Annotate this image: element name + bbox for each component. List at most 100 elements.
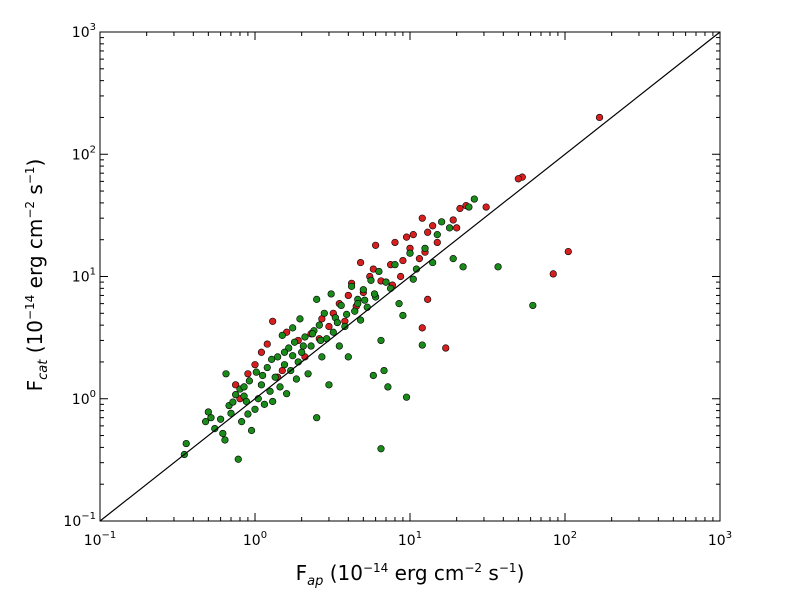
data-point-series-0-14 xyxy=(453,224,461,232)
data-point-series-0-13 xyxy=(372,241,380,249)
y-tick-label-3: 102 xyxy=(72,144,96,163)
data-point-series-0-7 xyxy=(429,222,437,230)
data-point-series-1-30 xyxy=(271,373,279,381)
data-point-series-1-63 xyxy=(351,307,359,315)
y-tick-label-4: 103 xyxy=(72,22,96,41)
data-point-series-1-104 xyxy=(333,318,341,327)
data-point-series-1-54 xyxy=(325,381,333,389)
reference-line-y-equals-x xyxy=(99,31,721,522)
data-point-series-1-52 xyxy=(320,309,328,317)
data-point-series-1-59 xyxy=(337,301,345,310)
data-point-series-1-39 xyxy=(290,338,299,346)
data-point-series-1-13 xyxy=(232,391,240,399)
data-point-series-1-68 xyxy=(367,276,375,284)
points-layer xyxy=(180,113,604,463)
data-point-series-1-6 xyxy=(217,415,225,423)
data-point-series-1-51 xyxy=(318,353,326,361)
data-point-series-1-61 xyxy=(344,353,352,361)
data-point-series-0-26 xyxy=(344,291,352,300)
data-point-series-1-79 xyxy=(399,311,407,320)
y-axis-label: Fcat (10−14 erg cm−2 s−1) xyxy=(23,159,51,392)
x-tick-label-0: 10−1 xyxy=(84,530,117,549)
data-point-series-1-11 xyxy=(227,409,235,417)
x-tick-label-1: 100 xyxy=(243,530,267,549)
data-point-series-0-39 xyxy=(278,366,286,375)
data-point-series-0-35 xyxy=(257,348,266,356)
data-point-series-1-91 xyxy=(459,263,467,271)
data-point-series-1-31 xyxy=(274,353,282,361)
data-point-series-1-88 xyxy=(438,218,446,226)
data-point-series-0-10 xyxy=(409,231,417,239)
x-tick-label-4: 103 xyxy=(708,530,732,549)
data-point-series-1-106 xyxy=(354,300,362,308)
data-point-series-1-22 xyxy=(251,405,259,413)
data-point-series-0-5 xyxy=(456,204,464,213)
data-point-series-1-90 xyxy=(449,255,457,263)
x-tick-label-2: 101 xyxy=(398,530,422,549)
data-point-series-0-44 xyxy=(325,322,333,331)
data-point-series-1-48 xyxy=(313,414,321,422)
data-point-series-1-72 xyxy=(377,445,385,453)
data-point-series-1-71 xyxy=(375,267,383,276)
data-point-series-1-85 xyxy=(421,244,429,252)
data-point-series-1-94 xyxy=(494,263,502,271)
data-point-series-1-93 xyxy=(470,195,478,203)
data-point-series-1-46 xyxy=(307,342,315,350)
data-point-series-1-14 xyxy=(234,455,242,463)
data-point-series-1-55 xyxy=(327,290,335,298)
data-point-series-1-75 xyxy=(384,383,392,391)
data-point-series-1-45 xyxy=(304,370,312,378)
data-point-series-0-15 xyxy=(564,247,572,256)
data-point-series-1-44 xyxy=(301,333,309,341)
data-point-series-1-49 xyxy=(313,295,321,303)
data-point-series-1-12 xyxy=(229,398,237,406)
data-point-series-1-3 xyxy=(204,408,212,416)
data-point-series-1-77 xyxy=(391,261,399,269)
data-point-series-0-34 xyxy=(263,340,271,348)
data-point-series-1-38 xyxy=(289,324,297,332)
data-point-series-0-46 xyxy=(399,256,407,265)
data-point-series-1-23 xyxy=(252,368,260,376)
data-point-series-0-12 xyxy=(391,238,399,247)
data-point-series-1-1 xyxy=(182,439,190,448)
x-axis-label: Fap (10−14 erg cm−2 s−1) xyxy=(296,561,525,589)
data-point-series-0-37 xyxy=(244,370,252,378)
data-point-series-1-29 xyxy=(269,397,277,406)
y-tick-label-0: 10−1 xyxy=(63,511,96,530)
data-point-series-1-25 xyxy=(257,381,266,389)
data-point-series-0-19 xyxy=(442,344,450,352)
data-point-series-1-105 xyxy=(343,310,351,318)
data-point-series-1-18 xyxy=(242,397,250,406)
data-point-series-1-9 xyxy=(222,370,230,378)
data-point-series-0-6 xyxy=(449,216,457,224)
data-point-series-1-69 xyxy=(369,371,377,380)
data-point-series-1-89 xyxy=(445,224,454,232)
data-point-series-1-84 xyxy=(418,341,426,349)
data-point-series-1-34 xyxy=(280,361,289,369)
data-point-series-0-18 xyxy=(418,324,426,332)
data-point-series-1-108 xyxy=(370,290,379,298)
data-point-series-1-96 xyxy=(240,383,248,391)
data-point-series-1-103 xyxy=(317,336,325,345)
data-point-series-1-99 xyxy=(280,348,289,356)
y-tick-label-1: 100 xyxy=(72,389,96,408)
data-point-series-0-48 xyxy=(415,255,424,263)
data-point-series-1-100 xyxy=(289,352,297,360)
data-point-series-1-98 xyxy=(268,355,276,363)
data-point-series-1-40 xyxy=(292,375,301,383)
data-point-series-1-4 xyxy=(207,414,215,422)
data-point-series-1-97 xyxy=(259,371,267,380)
data-point-series-0-55 xyxy=(433,238,441,247)
data-point-series-1-36 xyxy=(285,344,293,352)
data-point-series-1-102 xyxy=(308,330,317,338)
data-point-series-1-87 xyxy=(433,231,441,239)
data-point-series-1-20 xyxy=(245,377,253,385)
data-point-series-1-92 xyxy=(465,203,473,211)
data-point-series-1-101 xyxy=(299,342,307,350)
data-point-series-1-95 xyxy=(529,301,537,310)
data-point-series-0-0 xyxy=(595,113,604,122)
data-point-series-1-66 xyxy=(359,286,367,294)
data-point-series-1-107 xyxy=(361,296,369,304)
data-point-series-1-82 xyxy=(409,275,417,283)
